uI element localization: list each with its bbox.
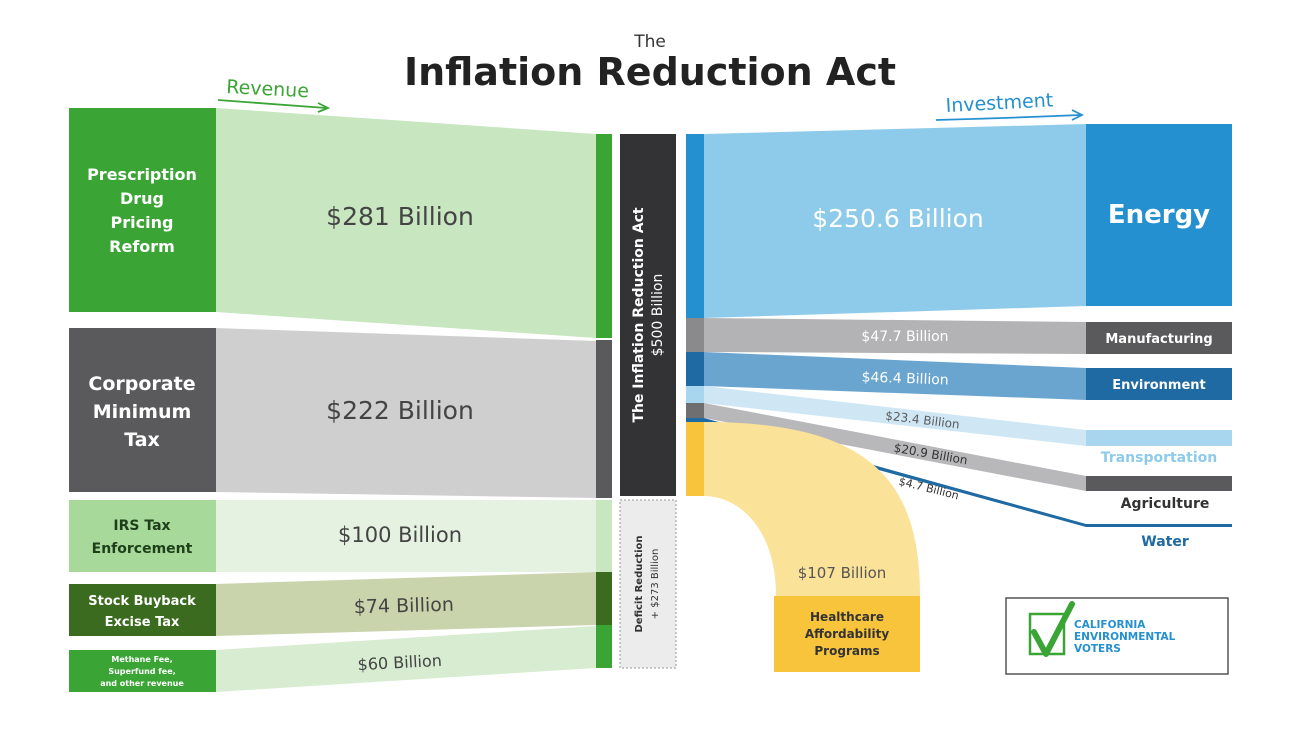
investment-label: Investment <box>945 89 1054 117</box>
invest-amount-manufacturing: $47.7 Billion <box>861 329 948 345</box>
revenue-label-corporate-3: Tax <box>124 429 160 451</box>
logo-text-2: ENVIRONMENTAL <box>1074 631 1176 643</box>
invest-label-healthcare-3: Programs <box>814 644 879 658</box>
invest-amount-energy: $250.6 Billion <box>812 204 984 233</box>
invest-stack-healthcare <box>686 422 704 496</box>
revenue-label-irs-1: IRS Tax <box>113 518 170 534</box>
revenue-box-methane <box>69 650 216 692</box>
revenue-label-corporate-2: Minimum <box>93 401 192 423</box>
invest-flow-manufacturing <box>704 318 1086 354</box>
revenue-box-irs <box>69 500 216 572</box>
investment-arrow-head <box>1071 109 1085 121</box>
side-bar-prescription <box>596 134 612 338</box>
investment-arrow <box>935 114 1081 121</box>
revenue-amount-prescription: $281 Billion <box>326 202 474 231</box>
revenue-box-buyback <box>69 584 216 636</box>
deficit-name: Deficit Reduction <box>634 536 645 633</box>
invest-label-healthcare-1: Healthcare <box>810 610 884 624</box>
invest-amount-agriculture: $20.9 Billion <box>893 441 969 468</box>
side-bar-buyback <box>596 572 612 625</box>
logo-text-3: VOTERS <box>1074 643 1121 655</box>
invest-flow-energy <box>704 124 1086 318</box>
revenue-flow-prescription <box>216 108 596 338</box>
invest-stack-agriculture <box>686 403 704 418</box>
revenue-flow-irs <box>216 500 596 572</box>
title-small: The <box>633 32 666 52</box>
invest-amount-healthcare: $107 Billion <box>798 564 887 582</box>
revenue-amount-corporate: $222 Billion <box>326 396 474 425</box>
revenue-label-irs-2: Enforcement <box>92 541 193 557</box>
revenue-label-buyback-1: Stock Buyback <box>88 594 196 609</box>
invest-stack-energy <box>686 134 704 318</box>
revenue-flow-buyback <box>216 572 596 636</box>
invest-stack-water <box>686 418 704 422</box>
invest-label-transportation: Transportation <box>1101 450 1217 466</box>
deficit-amount: + $273 Billion <box>650 549 661 620</box>
revenue-label: Revenue <box>226 76 310 102</box>
invest-flow-transportation <box>704 386 1086 446</box>
invest-flow-environment <box>704 352 1086 400</box>
side-bar-corporate <box>596 340 612 498</box>
revenue-amount-irs: $100 Billion <box>338 523 462 547</box>
invest-amount-water: $4.7 Billion <box>897 475 960 502</box>
invest-box-manufacturing <box>1086 322 1232 354</box>
center-name: The Inflation Reduction Act <box>631 207 647 422</box>
revenue-amount-methane: $60 Billion <box>357 651 442 674</box>
invest-label-energy: Energy <box>1108 200 1210 230</box>
invest-label-environment: Environment <box>1112 378 1206 393</box>
side-bar-methane <box>596 625 612 668</box>
invest-flow-healthcare <box>704 422 920 596</box>
revenue-box-prescription <box>69 108 216 312</box>
logo-text-1: CALIFORNIA <box>1074 619 1146 631</box>
invest-flow-agriculture <box>704 403 1086 491</box>
revenue-label-buyback-2: Excise Tax <box>105 615 180 630</box>
invest-stack-environment <box>686 352 704 386</box>
invest-box-energy <box>1086 124 1232 306</box>
invest-box-agriculture <box>1086 476 1232 491</box>
deficit-bar <box>619 499 677 669</box>
revenue-label-prescription-3: Pricing <box>111 213 174 232</box>
revenue-label-methane-2: Superfund fee, <box>108 667 175 676</box>
side-bar-irs <box>596 500 612 572</box>
revenue-arrow-head <box>317 102 331 113</box>
invest-box-environment <box>1086 368 1232 400</box>
invest-label-water: Water <box>1141 534 1189 550</box>
invest-box-water <box>1086 524 1232 527</box>
checkmark-icon <box>1031 601 1075 657</box>
revenue-label-prescription-4: Reform <box>109 237 175 256</box>
page-title: Inflation Reduction Act <box>404 50 896 94</box>
invest-stack-manufacturing <box>686 318 704 352</box>
revenue-label-corporate-1: Corporate <box>88 373 195 395</box>
invest-box-transportation <box>1086 430 1232 446</box>
revenue-label-methane-3: and other revenue <box>100 679 184 688</box>
revenue-label-prescription-2: Drug <box>120 189 164 208</box>
invest-box-healthcare <box>774 596 920 672</box>
revenue-box-corporate <box>69 328 216 492</box>
center-bar <box>620 134 676 496</box>
revenue-label-methane-1: Methane Fee, <box>111 655 172 664</box>
invest-label-healthcare-2: Affordability <box>805 627 890 641</box>
invest-stack-transportation <box>686 386 704 403</box>
revenue-arrow <box>217 99 327 109</box>
revenue-amount-buyback: $74 Billion <box>354 594 455 619</box>
invest-amount-environment: $46.4 Billion <box>861 369 949 388</box>
invest-label-manufacturing: Manufacturing <box>1105 332 1212 347</box>
invest-label-agriculture: Agriculture <box>1121 496 1210 512</box>
revenue-flow-methane <box>216 626 596 692</box>
revenue-flow-corporate <box>216 328 596 498</box>
revenue-label-prescription-1: Prescription <box>87 165 197 184</box>
center-amount: $500 Billion <box>650 274 666 357</box>
